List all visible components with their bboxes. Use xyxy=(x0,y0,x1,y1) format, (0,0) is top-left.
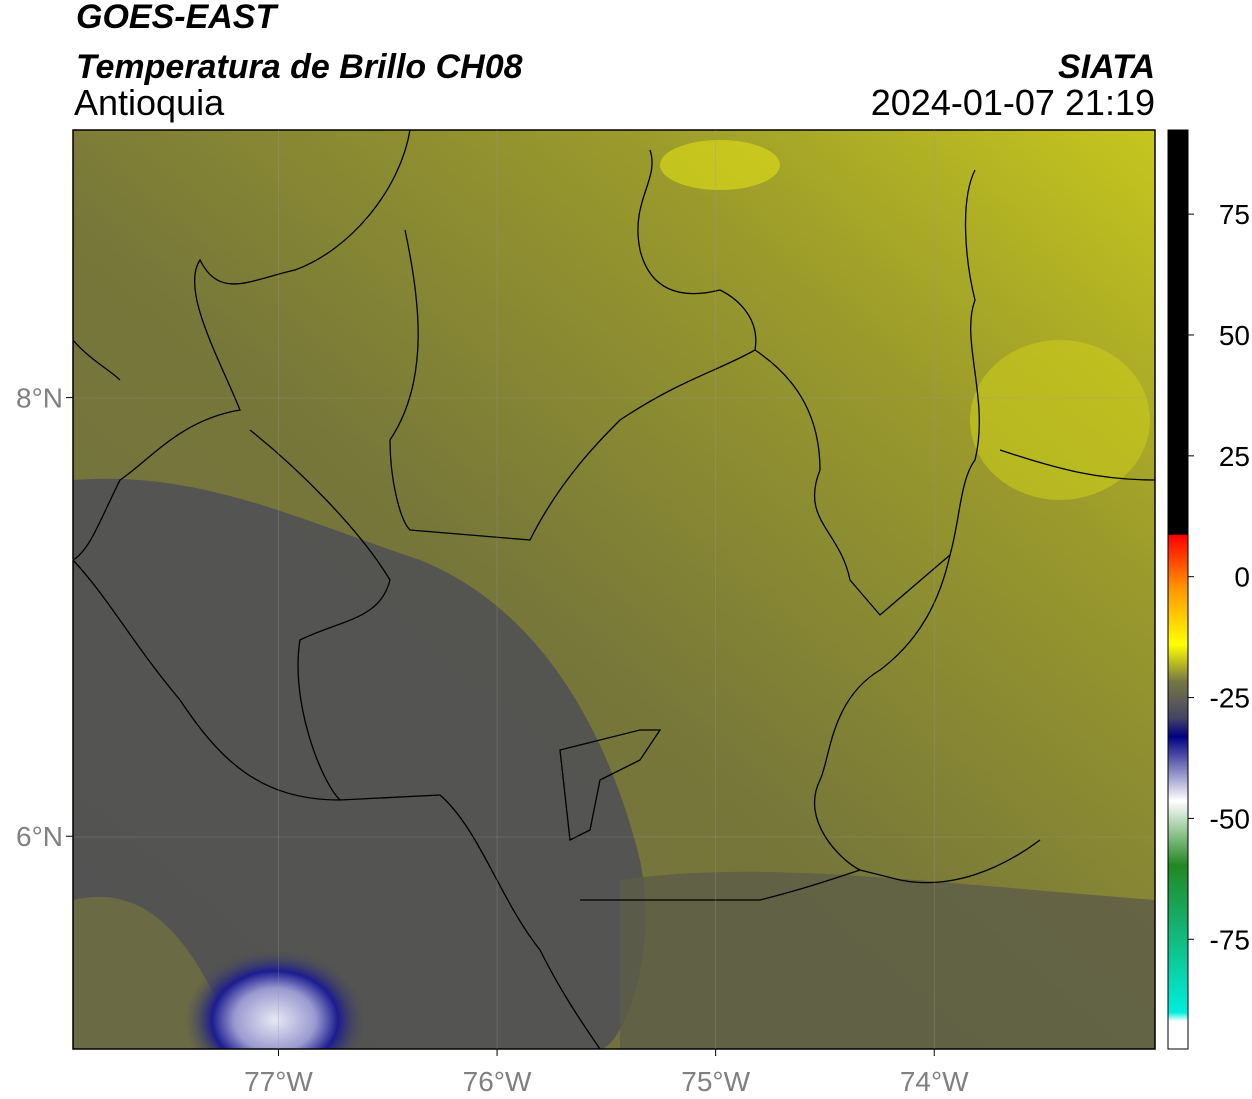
colorbar-tick-label: -25 xyxy=(1210,683,1250,714)
colorbar xyxy=(1167,129,1189,1050)
colorbar-tick-label: 75 xyxy=(1219,199,1250,230)
institution: SIATA xyxy=(1058,48,1155,86)
lon-tick-label: 77°W xyxy=(244,1066,313,1097)
datetime: 2024-01-07 21:19 xyxy=(871,82,1155,123)
colorbar-tick-label: 50 xyxy=(1219,320,1250,351)
satellite-title: GOES-EAST xyxy=(76,0,279,36)
region: Antioquia xyxy=(74,82,225,123)
lon-tick-label: 75°W xyxy=(681,1066,750,1097)
map-area xyxy=(73,130,1155,1049)
lon-tick-label: 76°W xyxy=(463,1066,532,1097)
colorbar-tick-label: 0 xyxy=(1234,562,1250,593)
product-title: Temperatura de Brillo CH08 xyxy=(76,48,523,86)
colorbar-tick-label: 25 xyxy=(1219,441,1250,472)
map-frame xyxy=(72,129,1156,1050)
lat-tick-label: 6°N xyxy=(16,821,63,852)
lon-tick-label: 74°W xyxy=(900,1066,969,1097)
lat-tick-label: 8°N xyxy=(16,383,63,414)
colorbar-tick-label: -50 xyxy=(1210,803,1250,834)
colorbar-tick-label: -75 xyxy=(1210,924,1250,955)
